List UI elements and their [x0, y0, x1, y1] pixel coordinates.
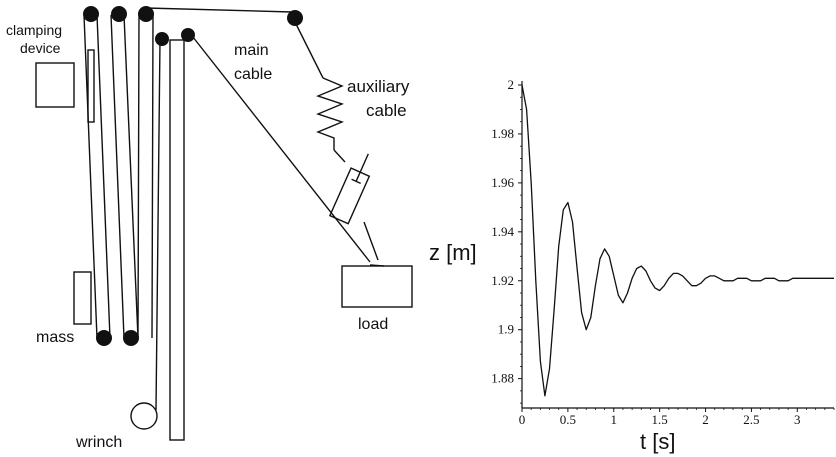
y-tick-label: 1.98 — [491, 126, 514, 141]
chart-series — [521, 84, 834, 397]
y-tick-label: 1.92 — [491, 273, 514, 288]
pulley-top-3 — [138, 6, 154, 22]
label-auxiliary-line1: auxiliary — [347, 77, 410, 96]
label-mass: mass — [36, 329, 74, 346]
chart-ticks: 0 0.5 1 1.5 2 2.5 3 2 1.98 1.96 1.94 1.92 1.9 1.88 — [491, 77, 835, 427]
series-line — [521, 84, 834, 397]
load-box — [341, 265, 413, 308]
y-axis-label: z [m] — [429, 240, 477, 265]
x-tick-label: 0 — [519, 412, 526, 427]
wrinch-drum — [130, 402, 158, 430]
x-axis-label: t [s] — [640, 429, 675, 454]
pulleys — [83, 6, 303, 346]
displacement-chart: 0 0.5 1 1.5 2 2.5 3 2 1.98 1.96 1.94 1.92 1.9 1.88 z … — [429, 77, 835, 454]
pulley-top-right — [287, 10, 303, 26]
x-tick-label: 1.5 — [652, 412, 668, 427]
mass-box — [73, 271, 92, 325]
label-wrinch: wrinch — [75, 434, 122, 451]
x-tick-label: 3 — [794, 412, 801, 427]
label-main-cable-line2: cable — [234, 66, 272, 83]
crane-cable-diagram: clamping device main cable auxiliary cab… — [6, 6, 413, 451]
clamping-rail — [87, 49, 95, 123]
clamping-device-box — [35, 62, 75, 108]
damper — [328, 153, 371, 225]
x-tick-label: 2 — [702, 412, 709, 427]
pulley-mid-1 — [155, 32, 169, 46]
label-load: load — [358, 316, 388, 333]
pulley-top-2 — [111, 6, 127, 22]
label-clamping-line2: device — [20, 40, 61, 56]
pulley-bottom-2 — [123, 330, 139, 346]
y-tick-label: 1.9 — [498, 322, 514, 337]
chart-axes — [521, 81, 834, 409]
pulley-top-1 — [83, 6, 99, 22]
x-tick-label: 1 — [611, 412, 618, 427]
guide-column — [169, 39, 185, 441]
y-tick-label: 1.96 — [491, 175, 514, 190]
y-tick-label: 2 — [508, 77, 515, 92]
label-auxiliary-line2: cable — [366, 101, 407, 120]
y-tick-label: 1.88 — [491, 371, 514, 386]
pulley-mid-2 — [181, 28, 195, 42]
x-tick-label: 2.5 — [743, 412, 759, 427]
cable-strands — [83, 7, 371, 411]
label-clamping-line1: clamping — [6, 22, 62, 38]
auxiliary-spring — [316, 77, 344, 150]
label-main-cable-line1: main — [234, 42, 269, 59]
y-tick-label: 1.94 — [491, 224, 514, 239]
pulley-bottom-1 — [96, 330, 112, 346]
x-tick-label: 0.5 — [560, 412, 576, 427]
